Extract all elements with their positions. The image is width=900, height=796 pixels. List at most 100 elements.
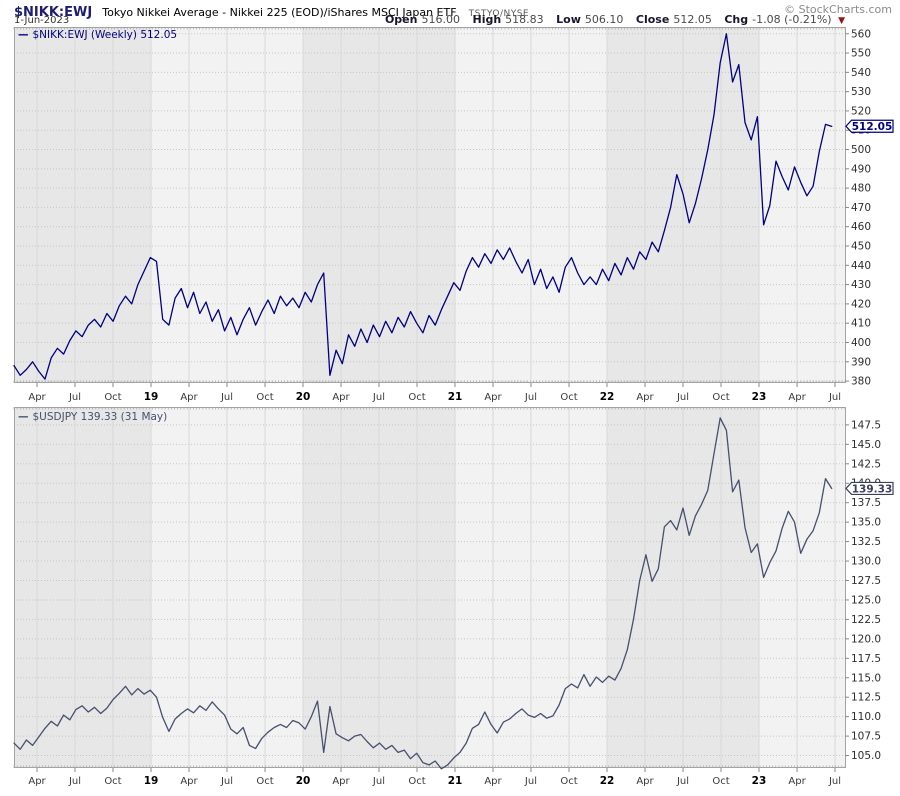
stockcharts-copyright: © StockCharts.com [784,3,892,16]
x-axis-month-label: Oct [408,392,425,403]
x-axis-month-label: Jul [676,392,689,403]
y-axis-label: 410 [851,318,871,330]
y-axis-label: 112.5 [851,692,881,704]
chart-date: 1-Jun-2023 [14,15,70,26]
close-value: 512.05 [673,13,712,26]
legend-line-swatch: — [18,29,29,41]
chart-symbol: $NIKK:EWJ [14,5,93,20]
x-axis-month-label: Jul [828,392,841,403]
y-axis-label: 440 [851,260,871,272]
y-axis-label: 105.0 [851,750,881,762]
x-axis-month-label: Apr [180,776,198,787]
x-axis-month-label: Apr [788,392,806,403]
low-label: Low [556,13,581,26]
y-axis-label: 450 [851,241,871,253]
x-axis-year-label: 22 [600,391,615,403]
y-axis-label: 117.5 [851,653,881,665]
y-axis-label: 110.0 [851,711,881,723]
change-down-triangle-icon: ▼ [838,16,845,26]
low-value: 506.10 [584,13,624,26]
ratio-chart-legend: — $NIKK:EWJ (Weekly) 512.05 [18,29,177,41]
y-axis-label: 127.5 [851,575,881,587]
usdjpy-chart-legend: — $USDJPY 139.33 (31 May) [18,411,167,423]
last-price-value: 512.05 [852,121,893,133]
x-axis-year-label: 20 [296,775,311,787]
x-axis-month-label: Oct [712,392,729,403]
x-axis-month-label: Oct [712,776,729,787]
year-band [758,27,845,383]
x-axis-month-label: Oct [560,776,577,787]
ratio-chart-panel: 380 390 400 410 420 430 440 450 460 470 480 490 500 5… [0,27,900,410]
x-axis-month-label: Oct [104,776,121,787]
legend-line-swatch: — [18,411,29,423]
y-axis-label: 480 [851,183,871,195]
last-price-value: 139.33 [852,483,893,495]
y-axis-label: 470 [851,202,871,214]
x-axis-month-label: Oct [104,392,121,403]
x-axis-month-label: Apr [636,392,654,403]
plot-frame [14,27,846,383]
y-axis-label: 500 [851,144,871,156]
x-axis-year-label: 20 [296,391,311,403]
x-axis-month-label: Jul [372,776,385,787]
x-axis-year-label: 21 [448,391,463,403]
x-axis-month-label: Jul [372,392,385,403]
x-axis-month-label: Oct [408,776,425,787]
x-axis-month-label: Jul [68,392,81,403]
y-axis-label: 145.0 [851,439,881,451]
y-axis-label: 122.5 [851,614,881,626]
x-axis-month-label: Apr [180,392,198,403]
y-axis-label: 400 [851,337,871,349]
year-band [14,27,152,383]
x-axis-month-label: Jul [220,392,233,403]
x-axis-year-label: 19 [144,391,159,403]
last-price-tag [845,481,894,496]
x-axis-month-label: Jul [524,776,537,787]
x-axis-month-label: Jul [68,776,81,787]
chg-label: Chg [724,13,749,26]
x-axis-month-label: Apr [332,392,350,403]
ohlc-quote-bar: Open 516.00 High 518.83 Low 506.10 Close 512… [385,13,845,26]
x-axis-month-label: Oct [256,392,273,403]
x-axis-month-label: Apr [332,776,350,787]
chart-title: Tokyo Nikkei Average - Nikkei 225 (EOD)/… [102,6,457,19]
y-axis-label: 130.0 [851,556,881,568]
y-axis-label: 540 [851,67,871,79]
x-axis-year-label: 23 [752,391,767,403]
y-axis-label: 142.5 [851,458,881,470]
y-axis-label: 550 [851,48,871,60]
y-axis-label: 107.5 [851,731,881,743]
x-axis-month-label: Apr [484,776,502,787]
y-axis-label: 530 [851,86,871,98]
x-axis-month-label: Jul [676,776,689,787]
y-axis-label: 115.0 [851,672,881,684]
y-axis-label: 390 [851,356,871,368]
close-label: Close [635,13,670,26]
y-axis-label: 135.0 [851,517,881,529]
y-axis-label: 132.5 [851,536,881,548]
open-label: Open [384,13,418,26]
y-axis-label: 560 [851,28,871,40]
last-price-tag [845,119,894,133]
x-axis-year-label: 23 [752,775,767,787]
x-axis-month-label: Apr [636,776,654,787]
open-value: 516.00 [421,13,460,26]
y-axis-label: 520 [851,105,871,117]
x-axis-month-label: Oct [560,392,577,403]
y-axis-label: 490 [851,163,871,175]
chg-value: -1.08 (-0.21%) [752,13,832,26]
chart-header: $NIKK:EWJ Tokyo Nikkei Average - Nikkei … [14,1,529,20]
x-axis-month-label: Jul [828,776,841,787]
x-axis-month-label: Apr [28,392,46,403]
y-axis-label: 380 [851,376,871,388]
price-line [13,417,833,770]
y-axis-label: 430 [851,279,871,291]
y-axis-label: 120.0 [851,633,881,645]
x-axis-month-label: Apr [788,776,806,787]
year-band [758,407,845,768]
usdjpy-chart-panel: 105.0 107.5 110.0 112.5 115.0 117.5 120.0 122.5… [0,407,900,796]
price-line [13,33,833,380]
legend-text: $NIKK:EWJ (Weekly) 512.05 [32,29,178,41]
y-axis-label: 125.0 [851,594,881,606]
